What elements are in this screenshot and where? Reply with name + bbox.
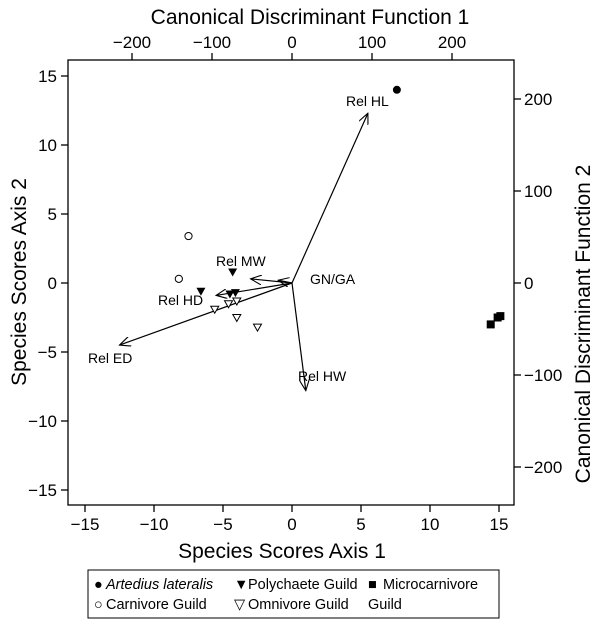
bottom-tick-label: 15 — [490, 515, 509, 534]
left-tick-label: −15 — [28, 481, 57, 500]
legend-symbol-artedius: ● — [94, 577, 103, 593]
point-polychaete-guild — [230, 289, 240, 298]
point-carnivore-guild — [184, 231, 193, 241]
legend-label-polychaete: Polychaete Guild — [248, 577, 358, 593]
top-axis-ticks: −200 −100 0 100 200 — [113, 33, 466, 60]
left-tick-label: 15 — [38, 67, 57, 86]
point-polychaete-guild — [225, 290, 235, 299]
vector-group — [120, 113, 368, 390]
legend-label-artedius: Artedius lateralis — [105, 577, 213, 593]
bottom-tick-label: −5 — [213, 515, 232, 534]
left-tick-label: 5 — [48, 205, 57, 224]
legend-label-microcarnivore-guild: Guild — [368, 597, 402, 613]
legend-label-microcarnivore: Microcarnivore — [383, 577, 478, 593]
right-tick-label: −200 — [524, 458, 562, 477]
left-axis-title: Species Scores Axis 2 — [8, 178, 31, 386]
point-omnivore-guild — [231, 314, 242, 323]
top-tick-label: 200 — [438, 33, 466, 52]
point-omnivore-guild — [223, 300, 234, 309]
vector-labels: Rel HL Rel MW GN/GA Rel HD Rel ED Rel HW — [88, 93, 389, 384]
point-omnivore-guild — [231, 297, 242, 306]
left-tick-label: −5 — [38, 343, 57, 362]
vector-label-rel-hd: Rel HD — [158, 292, 203, 308]
vector-arrow-rel-hl — [291, 113, 368, 284]
top-tick-label: −100 — [193, 33, 231, 52]
vector-arrow-rel-mw — [251, 279, 293, 283]
top-tick-label: 0 — [287, 33, 296, 52]
legend-symbol-carnivore: ○ — [94, 597, 103, 613]
bottom-tick-label: 5 — [356, 515, 365, 534]
bottom-tick-label: −10 — [140, 515, 169, 534]
bottom-axis-ticks: −15 −10 −5 0 5 10 15 — [71, 505, 509, 534]
point-omnivore-guild — [252, 323, 263, 333]
legend-symbol-polychaete: ▼ — [234, 577, 248, 593]
bottom-axis-title: Species Scores Axis 1 — [178, 540, 386, 563]
point-omnivore-guild — [209, 305, 220, 315]
vector-arrow-rel-hw — [291, 282, 306, 391]
left-axis-ticks: 15 10 5 0 −5 −10 −15 — [28, 67, 68, 500]
top-axis-title: Canonical Discriminant Function 1 — [151, 6, 470, 29]
left-tick-label: 10 — [38, 136, 57, 155]
point-microcarnivore-guild — [486, 320, 495, 329]
legend-symbol-microcarnivore: ■ — [368, 577, 377, 593]
vector-label-gn-ga: GN/GA — [310, 271, 356, 287]
point-microcarnivore-guild — [496, 312, 505, 321]
vector-label-rel-hl: Rel HL — [346, 93, 389, 109]
legend-symbol-omnivore: ▽ — [234, 597, 246, 613]
vector-arrow-rel-ed — [120, 282, 293, 345]
point-group — [174, 85, 505, 333]
bottom-tick-label: 0 — [287, 515, 296, 534]
right-tick-label: 200 — [524, 90, 552, 109]
legend-label-omnivore: Omnivore Guild — [248, 597, 349, 613]
point-polychaete-guild — [228, 268, 238, 277]
vector-arrow-gn-ga — [278, 280, 293, 283]
point-artedius-lateralis — [392, 85, 401, 94]
legend: ● Artedius lateralis ▼ Polychaete Guild … — [87, 569, 500, 619]
right-tick-label: 100 — [524, 182, 552, 201]
right-axis-ticks: 200 100 0 −100 −200 — [514, 90, 562, 477]
point-polychaete-guild — [196, 287, 206, 296]
legend-label-carnivore: Carnivore Guild — [106, 597, 207, 613]
vector-label-rel-mw: Rel MW — [216, 253, 267, 269]
left-tick-label: −10 — [28, 412, 57, 431]
vector-label-rel-hw: Rel HW — [298, 368, 347, 384]
right-tick-label: 0 — [524, 274, 533, 293]
bottom-tick-label: −15 — [71, 515, 100, 534]
right-axis-title: Canonical Discriminant Function 2 — [572, 165, 595, 484]
right-tick-label: −100 — [524, 366, 562, 385]
vector-label-rel-ed: Rel ED — [88, 350, 132, 366]
left-tick-label: 0 — [48, 274, 57, 293]
top-tick-label: 100 — [358, 33, 386, 52]
top-tick-label: −200 — [113, 33, 151, 52]
bottom-tick-label: 10 — [421, 515, 440, 534]
legend-box — [87, 569, 500, 619]
point-carnivore-guild — [174, 274, 183, 283]
